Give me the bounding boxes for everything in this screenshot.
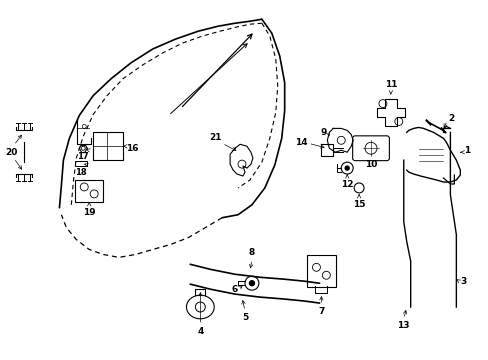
Circle shape bbox=[249, 281, 254, 286]
Text: 3: 3 bbox=[459, 277, 466, 286]
Text: 4: 4 bbox=[197, 327, 203, 336]
FancyBboxPatch shape bbox=[352, 136, 388, 161]
Bar bbox=[75, 161, 87, 166]
Circle shape bbox=[244, 276, 258, 290]
Bar bbox=[75, 180, 103, 202]
Text: 7: 7 bbox=[318, 307, 324, 316]
Text: 18: 18 bbox=[75, 168, 87, 177]
Text: 12: 12 bbox=[340, 180, 353, 189]
Circle shape bbox=[81, 146, 85, 150]
Text: 21: 21 bbox=[209, 133, 222, 142]
Text: 2: 2 bbox=[447, 114, 454, 123]
Text: 10: 10 bbox=[364, 160, 376, 169]
FancyBboxPatch shape bbox=[306, 255, 336, 287]
Text: 11: 11 bbox=[384, 80, 396, 89]
Bar bbox=[93, 132, 122, 160]
Text: 14: 14 bbox=[294, 138, 307, 147]
Text: 9: 9 bbox=[320, 128, 326, 137]
Circle shape bbox=[238, 160, 245, 168]
Circle shape bbox=[312, 264, 320, 271]
Text: 6: 6 bbox=[231, 285, 238, 294]
Text: 13: 13 bbox=[397, 321, 409, 330]
Text: 17: 17 bbox=[77, 152, 89, 161]
Circle shape bbox=[322, 271, 330, 279]
Circle shape bbox=[195, 302, 205, 312]
Circle shape bbox=[337, 136, 345, 144]
Circle shape bbox=[365, 142, 376, 154]
Circle shape bbox=[394, 117, 402, 125]
Circle shape bbox=[82, 125, 86, 129]
Circle shape bbox=[353, 183, 364, 193]
Text: 20: 20 bbox=[5, 148, 18, 157]
Text: 5: 5 bbox=[242, 313, 247, 322]
Text: 8: 8 bbox=[248, 248, 255, 257]
Circle shape bbox=[341, 162, 352, 174]
Text: 19: 19 bbox=[83, 208, 95, 217]
Text: 15: 15 bbox=[352, 200, 365, 209]
Circle shape bbox=[345, 166, 348, 170]
Text: 16: 16 bbox=[126, 144, 138, 153]
Text: 1: 1 bbox=[463, 146, 469, 155]
Circle shape bbox=[80, 183, 88, 191]
Circle shape bbox=[378, 100, 386, 108]
Circle shape bbox=[90, 190, 98, 198]
